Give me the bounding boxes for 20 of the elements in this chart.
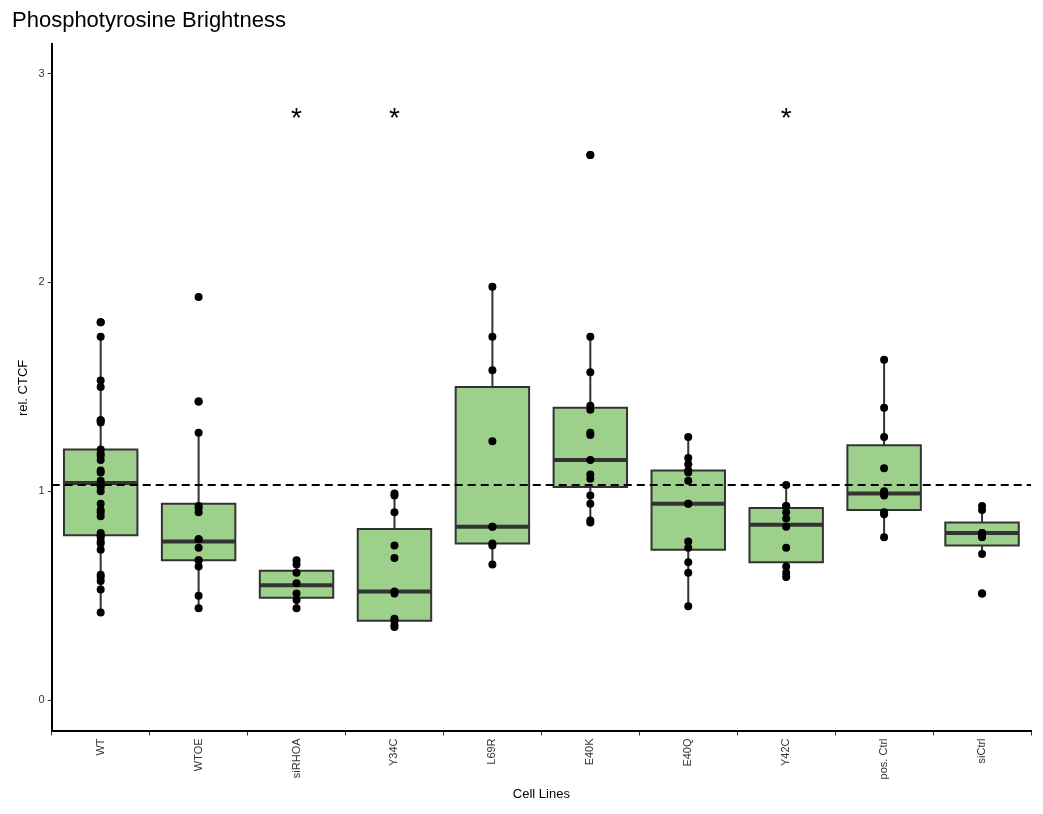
chart-title: Phosphotyrosine Brightness xyxy=(12,7,286,33)
x-tick-label: WT xyxy=(93,738,106,756)
x-axis-title: Cell Lines xyxy=(512,785,571,801)
x-tick-label: E40K xyxy=(583,737,596,766)
annotation: * xyxy=(780,101,792,133)
x-tick-label: siCtrl xyxy=(975,738,988,764)
y-tick-label: 3 xyxy=(38,66,45,79)
x-tick-label: E40Q xyxy=(681,738,694,767)
x-tick-label: L69R xyxy=(485,738,498,765)
x-tick-label: Y34C xyxy=(387,738,400,766)
annotation: * xyxy=(389,101,401,133)
y-tick-label: 1 xyxy=(38,484,45,497)
x-tick-label: pos. Ctrl xyxy=(877,738,890,780)
y-axis-title: rel. CTCF xyxy=(15,359,31,417)
y-tick-label: 0 xyxy=(38,693,45,706)
y-tick-label: 2 xyxy=(38,275,45,288)
x-tick-label: WTOE xyxy=(191,738,204,772)
annotation: * xyxy=(291,101,303,133)
x-tick-label: siRHOA xyxy=(289,737,302,779)
x-tick-label: Y42C xyxy=(779,738,792,766)
